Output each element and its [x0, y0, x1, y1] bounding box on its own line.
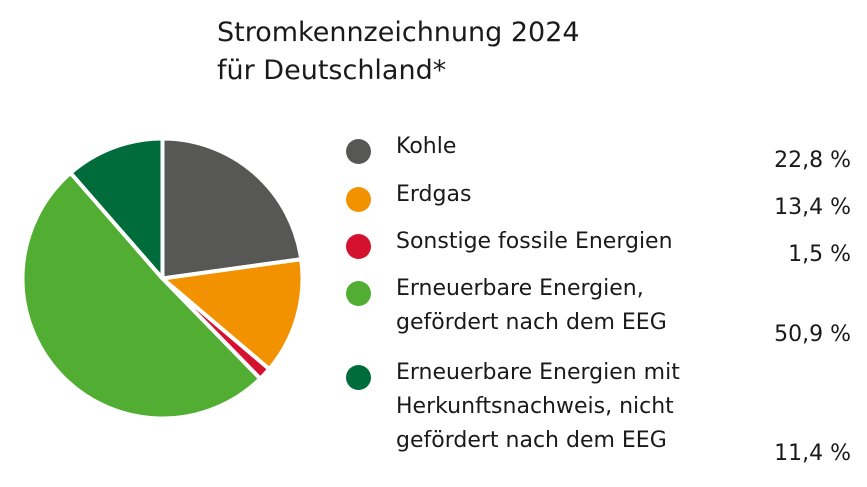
legend-label-line: Herkunftsnachweis, nicht: [396, 394, 674, 419]
legend-label-line: Erneuerbare Energien mit: [396, 360, 680, 385]
legend-item-erdgas: Erdgas 13,4 %: [346, 178, 851, 225]
pie-slice-erneuerbare-eeg: [20, 170, 263, 421]
pie-slice-kohle: [160, 136, 304, 281]
legend-swatch-erneuerbare-eeg: [346, 281, 371, 306]
legend-label-erneuerbare-eeg: Erneuerbare Energien, gefördert nach dem…: [396, 272, 726, 340]
legend-value-erneuerbare-eeg: 50,9 %: [774, 322, 851, 347]
legend-value-erneuerbare-herkunft: 11,4 %: [774, 441, 851, 466]
legend-item-kohle: Kohle 22,8 %: [346, 130, 851, 178]
chart-title-line-2: für Deutschland*: [217, 55, 447, 86]
legend-label-line: gefördert nach dem EEG: [396, 310, 667, 335]
legend-value-erdgas: 13,4 %: [774, 195, 851, 220]
legend-value-kohle: 22,8 %: [774, 148, 851, 173]
legend-label-line: Sonstige fossile Energien: [396, 229, 673, 254]
legend-label-erdgas: Erdgas: [396, 178, 726, 212]
legend-label-erneuerbare-herkunft: Erneuerbare Energien mit Herkunftsnachwe…: [396, 356, 726, 458]
legend: Kohle 22,8 % Erdgas 13,4 % Sonstige foss…: [346, 130, 851, 471]
chart-title: Stromkennzeichnung 2024 für Deutschland*: [217, 14, 580, 90]
legend-swatch-erneuerbare-herkunft: [346, 365, 371, 390]
legend-item-sonstige-fossile: Sonstige fossile Energien 1,5 %: [346, 225, 851, 272]
pie-chart: [20, 136, 305, 421]
legend-swatch-erdgas: [346, 187, 371, 212]
pie-slice-erdgas: [160, 257, 305, 372]
legend-swatch-sonstige-fossile: [346, 234, 371, 259]
pie-slice-erneuerbare-herkunft: [68, 136, 165, 281]
legend-label-sonstige-fossile: Sonstige fossile Energien: [396, 225, 726, 259]
legend-label-line: Erdgas: [396, 182, 472, 207]
legend-label-line: Erneuerbare Energien,: [396, 276, 644, 301]
legend-label-line: gefördert nach dem EEG: [396, 428, 667, 453]
legend-value-sonstige-fossile: 1,5 %: [788, 242, 851, 267]
legend-item-erneuerbare-eeg: Erneuerbare Energien, gefördert nach dem…: [346, 272, 851, 352]
legend-label-kohle: Kohle: [396, 130, 726, 164]
legend-label-line: Kohle: [396, 134, 457, 159]
legend-item-erneuerbare-herkunft: Erneuerbare Energien mit Herkunftsnachwe…: [346, 356, 851, 471]
chart-title-line-1: Stromkennzeichnung 2024: [217, 17, 580, 48]
legend-swatch-kohle: [346, 139, 371, 164]
